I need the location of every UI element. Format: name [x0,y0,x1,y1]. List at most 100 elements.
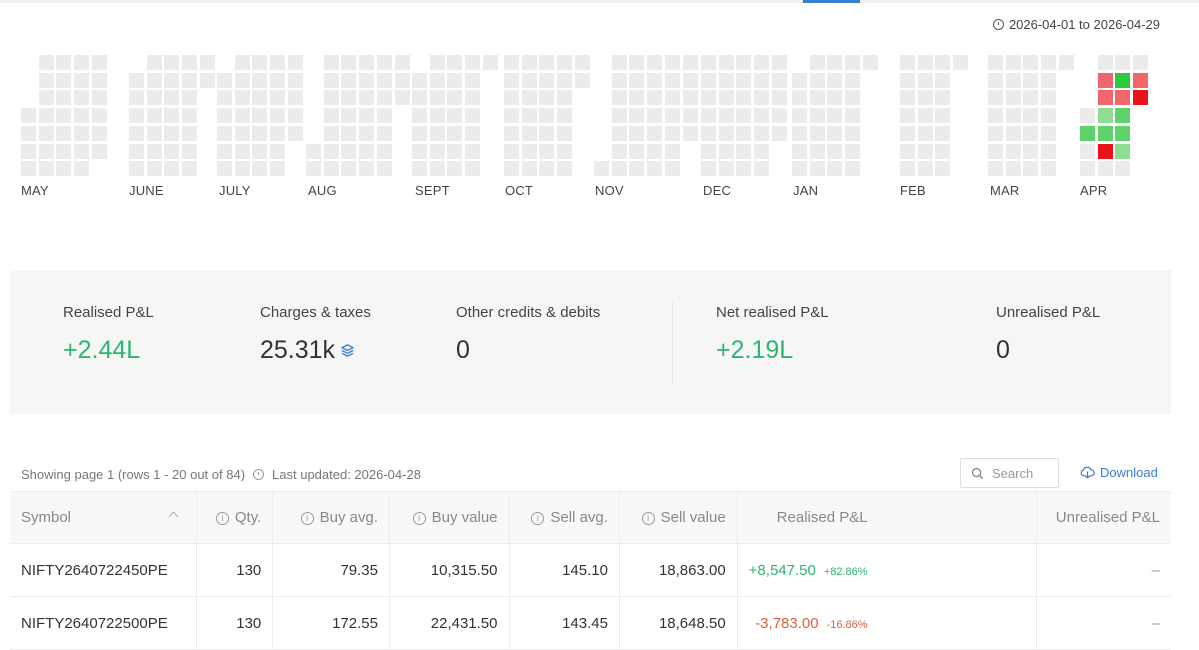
heatmap-day-cell[interactable] [682,72,698,88]
heatmap-day-cell[interactable] [447,125,463,141]
heatmap-day-cell[interactable] [91,55,107,70]
layers-icon[interactable] [340,343,355,358]
heatmap-day-cell[interactable] [1115,125,1131,141]
heatmap-day-cell[interactable] [682,125,698,141]
heatmap-day-cell[interactable] [447,108,463,124]
heatmap-day-cell[interactable] [845,90,861,106]
heatmap-day-cell[interactable] [234,90,250,106]
heatmap-day-cell[interactable] [771,108,787,124]
heatmap-day-cell[interactable] [521,90,537,106]
heatmap-day-cell[interactable] [182,55,198,70]
heatmap-day-cell[interactable] [647,143,663,159]
col-header-sell-avg[interactable]: i Sell avg. [509,491,620,544]
heatmap-day-cell[interactable] [521,161,537,177]
heatmap-day-cell[interactable] [1080,108,1095,124]
heatmap-day-cell[interactable] [664,72,680,88]
heatmap-day-cell[interactable] [341,143,357,159]
heatmap-day-cell[interactable] [376,143,392,159]
heatmap-day-cell[interactable] [1023,125,1039,141]
heatmap-day-cell[interactable] [447,143,463,159]
heatmap-day-cell[interactable] [38,90,54,106]
heatmap-day-cell[interactable] [557,161,573,177]
heatmap-day-cell[interactable] [287,125,303,141]
heatmap-day-cell[interactable] [539,143,555,159]
heatmap-day-cell[interactable] [718,72,734,88]
heatmap-day-cell[interactable] [827,108,843,124]
heatmap-day-cell[interactable] [1097,55,1113,70]
heatmap-day-cell[interactable] [792,90,807,106]
heatmap-day-cell[interactable] [1115,55,1131,70]
heatmap-day-cell[interactable] [359,125,375,141]
heatmap-day-cell[interactable] [1080,143,1095,159]
heatmap-day-cell[interactable] [988,72,1003,88]
heatmap-day-cell[interactable] [1005,125,1021,141]
heatmap-day-cell[interactable] [429,55,445,70]
heatmap-day-cell[interactable] [217,125,232,141]
heatmap-day-cell[interactable] [736,143,752,159]
date-range[interactable]: 2026-04-01 to 2026-04-29 [992,17,1160,32]
heatmap-day-cell[interactable] [199,55,215,70]
heatmap-day-cell[interactable] [521,108,537,124]
heatmap-day-cell[interactable] [217,108,232,124]
info-icon[interactable]: i [412,512,426,525]
heatmap-day-cell[interactable] [771,90,787,106]
heatmap-day-cell[interactable] [252,55,268,70]
heatmap-day-cell[interactable] [701,143,716,159]
heatmap-day-cell[interactable] [465,55,481,70]
heatmap-day-cell[interactable] [182,161,198,177]
heatmap-day-cell[interactable] [754,90,770,106]
heatmap-day-cell[interactable] [809,143,825,159]
search-box[interactable] [960,458,1059,488]
heatmap-day-cell[interactable] [359,72,375,88]
heatmap-day-cell[interactable] [611,108,627,124]
heatmap-day-cell[interactable] [429,125,445,141]
heatmap-day-cell[interactable] [611,125,627,141]
heatmap-day-cell[interactable] [935,143,951,159]
heatmap-day-cell[interactable] [917,143,933,159]
heatmap-day-cell[interactable] [323,125,339,141]
heatmap-day-cell[interactable] [182,108,198,124]
heatmap-day-cell[interactable] [56,108,72,124]
heatmap-day-cell[interactable] [1023,108,1039,124]
heatmap-day-cell[interactable] [574,72,590,88]
heatmap-day-cell[interactable] [91,108,107,124]
heatmap-day-cell[interactable] [341,55,357,70]
heatmap-day-cell[interactable] [164,108,180,124]
heatmap-day-cell[interactable] [917,72,933,88]
heatmap-day-cell[interactable] [376,55,392,70]
heatmap-day-cell[interactable] [447,90,463,106]
heatmap-day-cell[interactable] [38,55,54,70]
heatmap-day-cell[interactable] [376,72,392,88]
heatmap-day-cell[interactable] [1005,72,1021,88]
table-row[interactable]: NIFTY2640722450PE 130 79.35 10,315.50 14… [10,543,1171,597]
heatmap-day-cell[interactable] [935,72,951,88]
heatmap-day-cell[interactable] [164,125,180,141]
heatmap-day-cell[interactable] [504,55,519,70]
heatmap-day-cell[interactable] [792,161,807,177]
heatmap-day-cell[interactable] [252,72,268,88]
heatmap-day-cell[interactable] [900,72,915,88]
heatmap-day-cell[interactable] [611,161,627,177]
heatmap-day-cell[interactable] [323,143,339,159]
info-icon[interactable]: i [531,512,545,525]
heatmap-day-cell[interactable] [664,125,680,141]
heatmap-day-cell[interactable] [809,72,825,88]
heatmap-day-cell[interactable] [217,72,232,88]
heatmap-day-cell[interactable] [56,72,72,88]
heatmap-day-cell[interactable] [736,90,752,106]
heatmap-day-cell[interactable] [736,72,752,88]
heatmap-day-cell[interactable] [234,143,250,159]
heatmap-day-cell[interactable] [521,125,537,141]
heatmap-day-cell[interactable] [164,143,180,159]
heatmap-day-cell[interactable] [129,72,144,88]
heatmap-day-cell[interactable] [917,55,933,70]
heatmap-day-cell[interactable] [465,161,481,177]
heatmap-day-cell[interactable] [1097,125,1113,141]
heatmap-day-cell[interactable] [412,161,427,177]
heatmap-day-cell[interactable] [74,125,90,141]
heatmap-day-cell[interactable] [718,55,734,70]
heatmap-day-cell[interactable] [234,55,250,70]
heatmap-day-cell[interactable] [647,108,663,124]
col-header-realised-pnl[interactable]: Realised P&L [737,491,1037,544]
heatmap-day-cell[interactable] [701,72,716,88]
